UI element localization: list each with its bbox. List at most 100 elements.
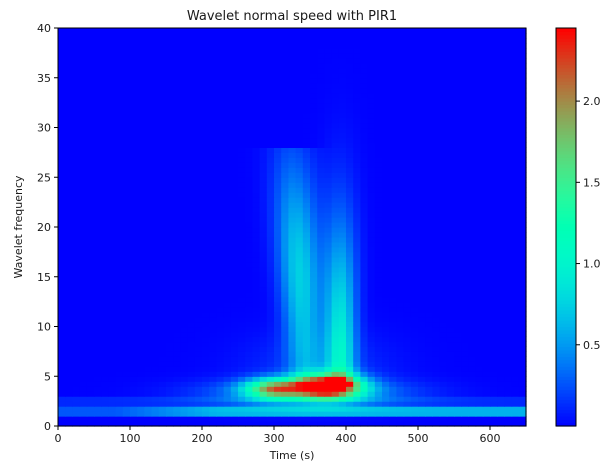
- heatmap-cell: [403, 256, 412, 263]
- heatmap-cell: [461, 266, 469, 273]
- heatmap-cell: [158, 182, 167, 188]
- heatmap-cell: [382, 301, 390, 308]
- heatmap-cell: [403, 207, 412, 213]
- heatmap-cell: [461, 376, 469, 382]
- heatmap-cell: [439, 376, 448, 382]
- heatmap-cell: [461, 256, 469, 263]
- heatmap-cell: [158, 142, 167, 148]
- heatmap-cell: [86, 157, 95, 163]
- heatmap-cell: [72, 416, 81, 422]
- heatmap-cell: [353, 371, 361, 377]
- heatmap-cell: [382, 117, 390, 124]
- heatmap-cell: [338, 222, 347, 228]
- heatmap-cell: [468, 241, 477, 248]
- heatmap-cell: [454, 92, 462, 99]
- heatmap-cell: [238, 276, 246, 283]
- heatmap-cell: [295, 316, 304, 323]
- heatmap-cell: [454, 366, 462, 372]
- heatmap-cell: [432, 291, 441, 298]
- heatmap-cell: [238, 192, 246, 198]
- heatmap-cell: [216, 231, 225, 238]
- heatmap-cell: [144, 371, 153, 377]
- heatmap-cell: [86, 167, 95, 173]
- heatmap-cell: [425, 192, 433, 198]
- heatmap-cell: [511, 47, 520, 54]
- heatmap-cell: [511, 296, 520, 303]
- heatmap-cell: [144, 192, 153, 198]
- heatmap-cell: [302, 401, 311, 407]
- heatmap-cell: [396, 366, 405, 372]
- heatmap-cell: [209, 157, 217, 163]
- heatmap-cell: [410, 62, 419, 69]
- heatmap-cell: [209, 82, 217, 89]
- heatmap-cell: [446, 291, 455, 298]
- heatmap-cell: [94, 62, 102, 69]
- heatmap-cell: [446, 366, 455, 372]
- heatmap-cell: [72, 241, 81, 248]
- heatmap-cell: [346, 266, 354, 273]
- heatmap-cell: [122, 57, 131, 64]
- heatmap-cell: [281, 227, 289, 233]
- heatmap-cell: [58, 311, 66, 318]
- heatmap-cell: [490, 142, 498, 148]
- heatmap-cell: [324, 57, 333, 64]
- heatmap-cell: [115, 172, 124, 178]
- heatmap-cell: [72, 261, 81, 268]
- heatmap-cell: [497, 147, 505, 153]
- heatmap-cell: [202, 217, 210, 223]
- heatmap-cell: [425, 172, 433, 178]
- heatmap-cell: [360, 222, 369, 228]
- heatmap-cell: [79, 117, 88, 124]
- heatmap-cell: [353, 316, 361, 323]
- heatmap-cell: [151, 246, 160, 253]
- heatmap-cell: [216, 167, 225, 173]
- heatmap-cell: [432, 137, 441, 144]
- heatmap-cell: [295, 112, 304, 119]
- heatmap-cell: [374, 371, 383, 377]
- heatmap-cell: [418, 197, 426, 203]
- heatmap-cell: [331, 276, 340, 283]
- heatmap-cell: [245, 157, 253, 163]
- heatmap-cell: [518, 301, 527, 308]
- heatmap-cell: [137, 222, 145, 228]
- heatmap-cell: [403, 271, 412, 278]
- heatmap-cell: [461, 222, 469, 228]
- heatmap-cell: [425, 376, 433, 382]
- heatmap-cell: [209, 57, 217, 64]
- heatmap-cell: [94, 256, 102, 263]
- heatmap-cell: [353, 42, 361, 49]
- heatmap-cell: [137, 281, 145, 288]
- heatmap-cell: [288, 271, 297, 278]
- heatmap-cell: [252, 366, 261, 372]
- heatmap-cell: [194, 261, 203, 268]
- heatmap-cell: [295, 266, 304, 273]
- heatmap-cell: [367, 386, 376, 392]
- heatmap-cell: [504, 132, 513, 139]
- heatmap-cell: [58, 296, 66, 303]
- heatmap-cell: [130, 386, 138, 392]
- heatmap-cell: [173, 82, 181, 89]
- heatmap-cell: [151, 47, 160, 54]
- heatmap-cell: [130, 207, 138, 213]
- heatmap-cell: [288, 351, 297, 357]
- heatmap-cell: [454, 286, 462, 293]
- heatmap-cell: [367, 102, 376, 109]
- heatmap-cell: [166, 57, 174, 64]
- heatmap-cell: [504, 301, 513, 308]
- heatmap-cell: [454, 122, 462, 129]
- heatmap-cell: [418, 351, 426, 357]
- heatmap-cell: [295, 411, 304, 417]
- heatmap-cell: [158, 62, 167, 69]
- heatmap-cell: [137, 112, 145, 119]
- heatmap-cell: [252, 241, 261, 248]
- heatmap-cell: [238, 152, 246, 158]
- heatmap-cell: [346, 77, 354, 84]
- heatmap-cell: [79, 172, 88, 178]
- heatmap-cell: [382, 331, 390, 338]
- heatmap-cell: [396, 57, 405, 64]
- heatmap-cell: [180, 77, 189, 84]
- heatmap-cell: [223, 52, 232, 59]
- heatmap-cell: [158, 316, 167, 323]
- heatmap-cell: [310, 172, 318, 178]
- heatmap-cell: [101, 177, 109, 183]
